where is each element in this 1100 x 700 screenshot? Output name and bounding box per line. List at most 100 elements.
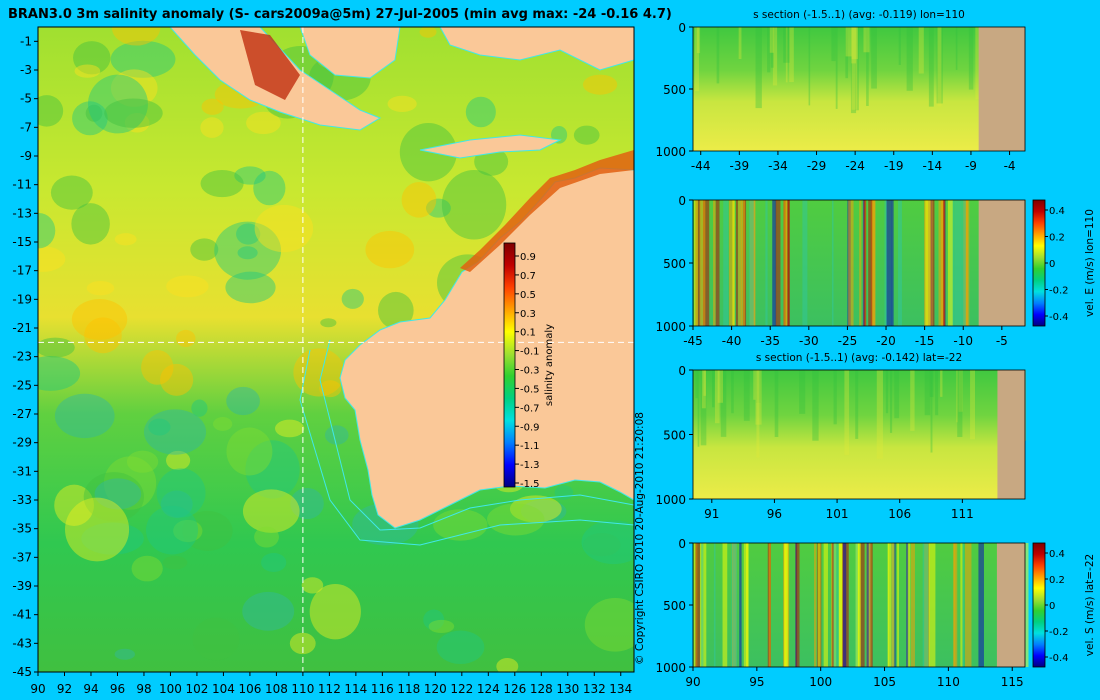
section-panel: -45 -40 -35 -30 -25 -20 -15 -10 -5 0 500 1000 0.4 0.2… xyxy=(655,194,1096,348)
eddy-blob xyxy=(289,632,316,655)
section-field xyxy=(693,200,1025,326)
section-x-tick-label: -34 xyxy=(768,159,788,173)
section-x-tick-label: 95 xyxy=(749,675,764,689)
eddy-blob xyxy=(245,440,300,499)
section-stripe xyxy=(925,200,931,326)
eddy-blob xyxy=(110,40,176,78)
eddy-blob xyxy=(104,98,163,128)
section-panel: s section (-1.5..1) (avg: -0.142) lat=-2… xyxy=(655,352,1027,521)
map-x-tick-label: 102 xyxy=(185,682,208,696)
map-y-tick-label: -13 xyxy=(12,206,32,220)
section-stripe xyxy=(699,200,706,326)
section-stripe xyxy=(716,27,720,84)
section-colorbar xyxy=(1032,199,1046,327)
section-x-tick-label: -40 xyxy=(722,334,742,348)
eddy-blob xyxy=(293,348,345,397)
section-stripe xyxy=(845,27,849,79)
section-stripe xyxy=(937,27,942,107)
section-colorbar-tick-label: -0.4 xyxy=(1049,653,1069,664)
eddy-blob xyxy=(94,478,142,510)
section-colorbar-tick-label: -0.2 xyxy=(1049,286,1069,297)
section-stripe xyxy=(738,27,742,60)
section-stripe xyxy=(938,200,945,326)
section-stripe xyxy=(755,370,761,403)
section-x-tick-label: -4 xyxy=(1004,159,1016,173)
eddy-blob xyxy=(143,409,207,455)
eddy-blob xyxy=(84,317,122,354)
section-colorbar xyxy=(1032,542,1046,668)
section-stripe xyxy=(954,543,958,667)
section-colorbar-tick-label: 0.4 xyxy=(1049,549,1065,560)
eddy-blob xyxy=(496,657,519,672)
eddy-blob xyxy=(191,399,208,417)
eddy-blob xyxy=(160,490,193,518)
eddy-blob xyxy=(242,591,295,631)
map-colorbar-tick-label: 0.1 xyxy=(520,328,536,339)
eddy-blob xyxy=(254,204,314,253)
eddy-blob xyxy=(581,520,634,565)
section-stripe xyxy=(897,543,900,667)
map-x-tick-label: 106 xyxy=(238,682,261,696)
map-colorbar-label: salinity anomaly xyxy=(544,324,555,406)
map-x-tick-label: 110 xyxy=(291,682,314,696)
section-stripe xyxy=(783,27,790,63)
map-y-tick-label: -29 xyxy=(12,436,32,450)
map-y-tick-label: -23 xyxy=(12,350,32,364)
section-stripe xyxy=(970,370,976,440)
section-stripe xyxy=(753,200,756,326)
section-x-tick-label: -30 xyxy=(799,334,819,348)
section-stripe xyxy=(703,200,710,326)
eddy-blob xyxy=(74,64,101,78)
section-x-tick-label: -29 xyxy=(807,159,827,173)
section-y-tick-label: 0 xyxy=(678,537,686,551)
eddy-blob xyxy=(165,450,191,471)
map-y-tick-label: -33 xyxy=(12,493,32,507)
map-x-tick-label: 94 xyxy=(83,682,98,696)
section-stripe xyxy=(772,27,778,86)
map-y-tick-label: -11 xyxy=(12,178,32,192)
map-colorbar-tick-label: -1.5 xyxy=(520,479,540,490)
map-y-tick-label: -43 xyxy=(12,636,32,650)
section-stripe xyxy=(713,543,716,667)
eddy-blob xyxy=(38,337,75,358)
section-stripe xyxy=(802,200,808,326)
eddy-blob xyxy=(225,271,276,304)
copyright-text: © Copyright CSIRO 2010 20-Aug-2010 21:20… xyxy=(634,412,646,665)
eddy-blob xyxy=(242,489,300,533)
map-colorbar-tick-label: -1.3 xyxy=(520,460,540,471)
map-x-tick-label: 120 xyxy=(424,682,447,696)
map-colorbar-tick-label: -0.7 xyxy=(520,403,540,414)
eddy-blob xyxy=(261,553,287,572)
eddy-blob xyxy=(309,583,361,640)
section-stripe xyxy=(775,200,781,326)
section-stripe xyxy=(720,370,727,437)
eddy-blob xyxy=(509,495,562,523)
section-panel-title: s section (-1.5..1) (avg: -0.142) lat=-2… xyxy=(756,352,962,364)
eddy-blob xyxy=(401,181,437,218)
eddy-blob xyxy=(254,526,279,548)
section-stripe xyxy=(697,370,700,447)
eddy-blob xyxy=(111,27,161,46)
section-stripe xyxy=(860,543,865,667)
map-x-tick-label: 96 xyxy=(110,682,125,696)
section-land xyxy=(996,543,1025,667)
section-panels: s section (-1.5..1) (avg: -0.119) lon=11… xyxy=(655,9,1096,689)
eddy-blob xyxy=(148,418,171,436)
eddy-blob xyxy=(200,169,244,198)
section-stripe xyxy=(886,200,892,326)
map-x-tick-label: 108 xyxy=(265,682,288,696)
map-x-tick-label: 126 xyxy=(503,682,526,696)
section-field xyxy=(693,27,1025,151)
section-stripe xyxy=(855,543,861,667)
eddy-blob xyxy=(584,597,634,652)
section-colorbar-tick-label: 0.4 xyxy=(1049,206,1065,217)
map-y-tick-label: -19 xyxy=(12,292,32,306)
section-stripe xyxy=(855,27,859,111)
eddy-blob xyxy=(65,497,130,562)
map-y-tick-label: -21 xyxy=(12,321,32,335)
section-x-tick-label: 96 xyxy=(767,507,782,521)
section-stripe xyxy=(906,543,911,667)
eddy-blob xyxy=(237,246,258,260)
section-x-tick-label: -10 xyxy=(953,334,973,348)
section-stripe xyxy=(713,200,716,326)
